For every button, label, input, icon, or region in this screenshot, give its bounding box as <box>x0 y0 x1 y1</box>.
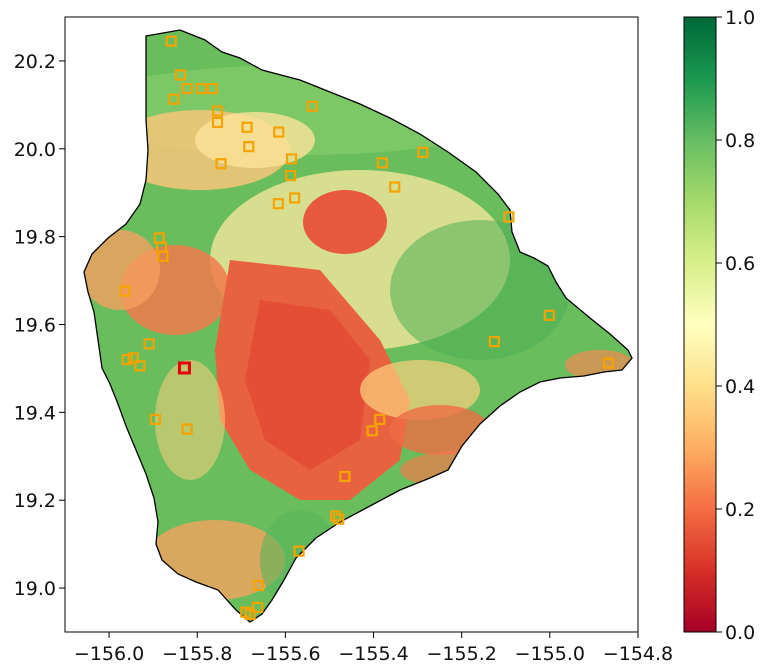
y-tick-label: 19.6 <box>14 315 56 337</box>
x-tick-label: −155.4 <box>338 643 408 665</box>
island-coastline <box>83 29 633 623</box>
station-marker <box>244 608 256 621</box>
station-marker <box>174 69 187 81</box>
x-tick-label: −154.8 <box>603 643 673 665</box>
colorbar-tick-label: 0.6 <box>725 253 755 275</box>
station-marker <box>196 83 208 95</box>
x-tick-label: −155.2 <box>427 643 497 665</box>
station-marker <box>134 360 146 372</box>
station-marker <box>168 93 180 105</box>
station-markers <box>119 35 615 621</box>
station-marker <box>374 413 386 425</box>
station-marker <box>241 121 253 133</box>
station-marker <box>215 158 227 170</box>
y-tick-label: 19.8 <box>14 227 56 249</box>
station-marker <box>285 153 298 165</box>
station-marker <box>211 116 224 129</box>
y-tick-label: 20.2 <box>14 51 56 73</box>
x-tick-label: −155.8 <box>162 643 232 665</box>
highlighted-station-marker <box>177 361 191 375</box>
colorbar <box>683 16 717 633</box>
y-axis-ticks: 20.2 20.0 19.8 19.6 19.4 19.2 19.0 <box>14 51 65 600</box>
station-marker <box>165 35 177 47</box>
station-marker <box>376 157 388 169</box>
station-marker <box>121 354 133 366</box>
station-marker <box>206 83 218 95</box>
station-marker <box>252 601 264 614</box>
station-marker <box>289 192 301 204</box>
station-marker <box>366 425 378 437</box>
station-marker <box>339 470 351 483</box>
colorbar-tick-label: 0.2 <box>725 499 755 521</box>
colorbar-tick-label: 0.4 <box>725 376 755 398</box>
station-marker <box>127 352 139 364</box>
x-tick-label: −155.0 <box>515 643 585 665</box>
station-marker <box>272 198 284 210</box>
x-tick-label: −156.0 <box>74 643 144 665</box>
colorbar-ticks: 0.0 0.2 0.4 0.6 0.8 1.0 <box>716 7 755 644</box>
station-marker <box>181 423 193 435</box>
x-axis-ticks: −156.0 −155.8 −155.6 −155.4 −155.2 −155.0 −154… <box>74 632 673 665</box>
station-marker <box>149 413 161 425</box>
station-marker <box>293 545 305 557</box>
station-marker <box>252 579 265 592</box>
station-marker <box>119 285 131 297</box>
station-marker <box>503 211 515 223</box>
station-marker <box>306 100 318 112</box>
y-tick-label: 20.0 <box>14 139 56 161</box>
station-marker <box>157 250 169 263</box>
y-tick-label: 19.0 <box>14 578 56 600</box>
y-tick-label: 19.2 <box>14 490 56 512</box>
station-marker <box>602 357 615 369</box>
station-marker <box>181 83 193 95</box>
y-tick-label: 19.4 <box>14 402 56 424</box>
station-marker <box>330 510 342 522</box>
station-marker <box>243 140 255 153</box>
station-marker <box>389 181 401 193</box>
station-marker <box>211 105 224 117</box>
station-marker <box>488 336 500 348</box>
x-tick-label: −155.6 <box>250 643 320 665</box>
station-marker <box>285 169 297 182</box>
colorbar-tick-label: 0.8 <box>725 130 755 152</box>
station-marker <box>417 146 429 158</box>
station-marker <box>143 338 155 350</box>
station-marker <box>543 309 556 321</box>
station-marker <box>333 513 345 525</box>
colorbar-tick-label: 0.0 <box>725 622 755 644</box>
colorbar-tick-label: 1.0 <box>725 7 755 29</box>
station-marker <box>273 126 285 138</box>
